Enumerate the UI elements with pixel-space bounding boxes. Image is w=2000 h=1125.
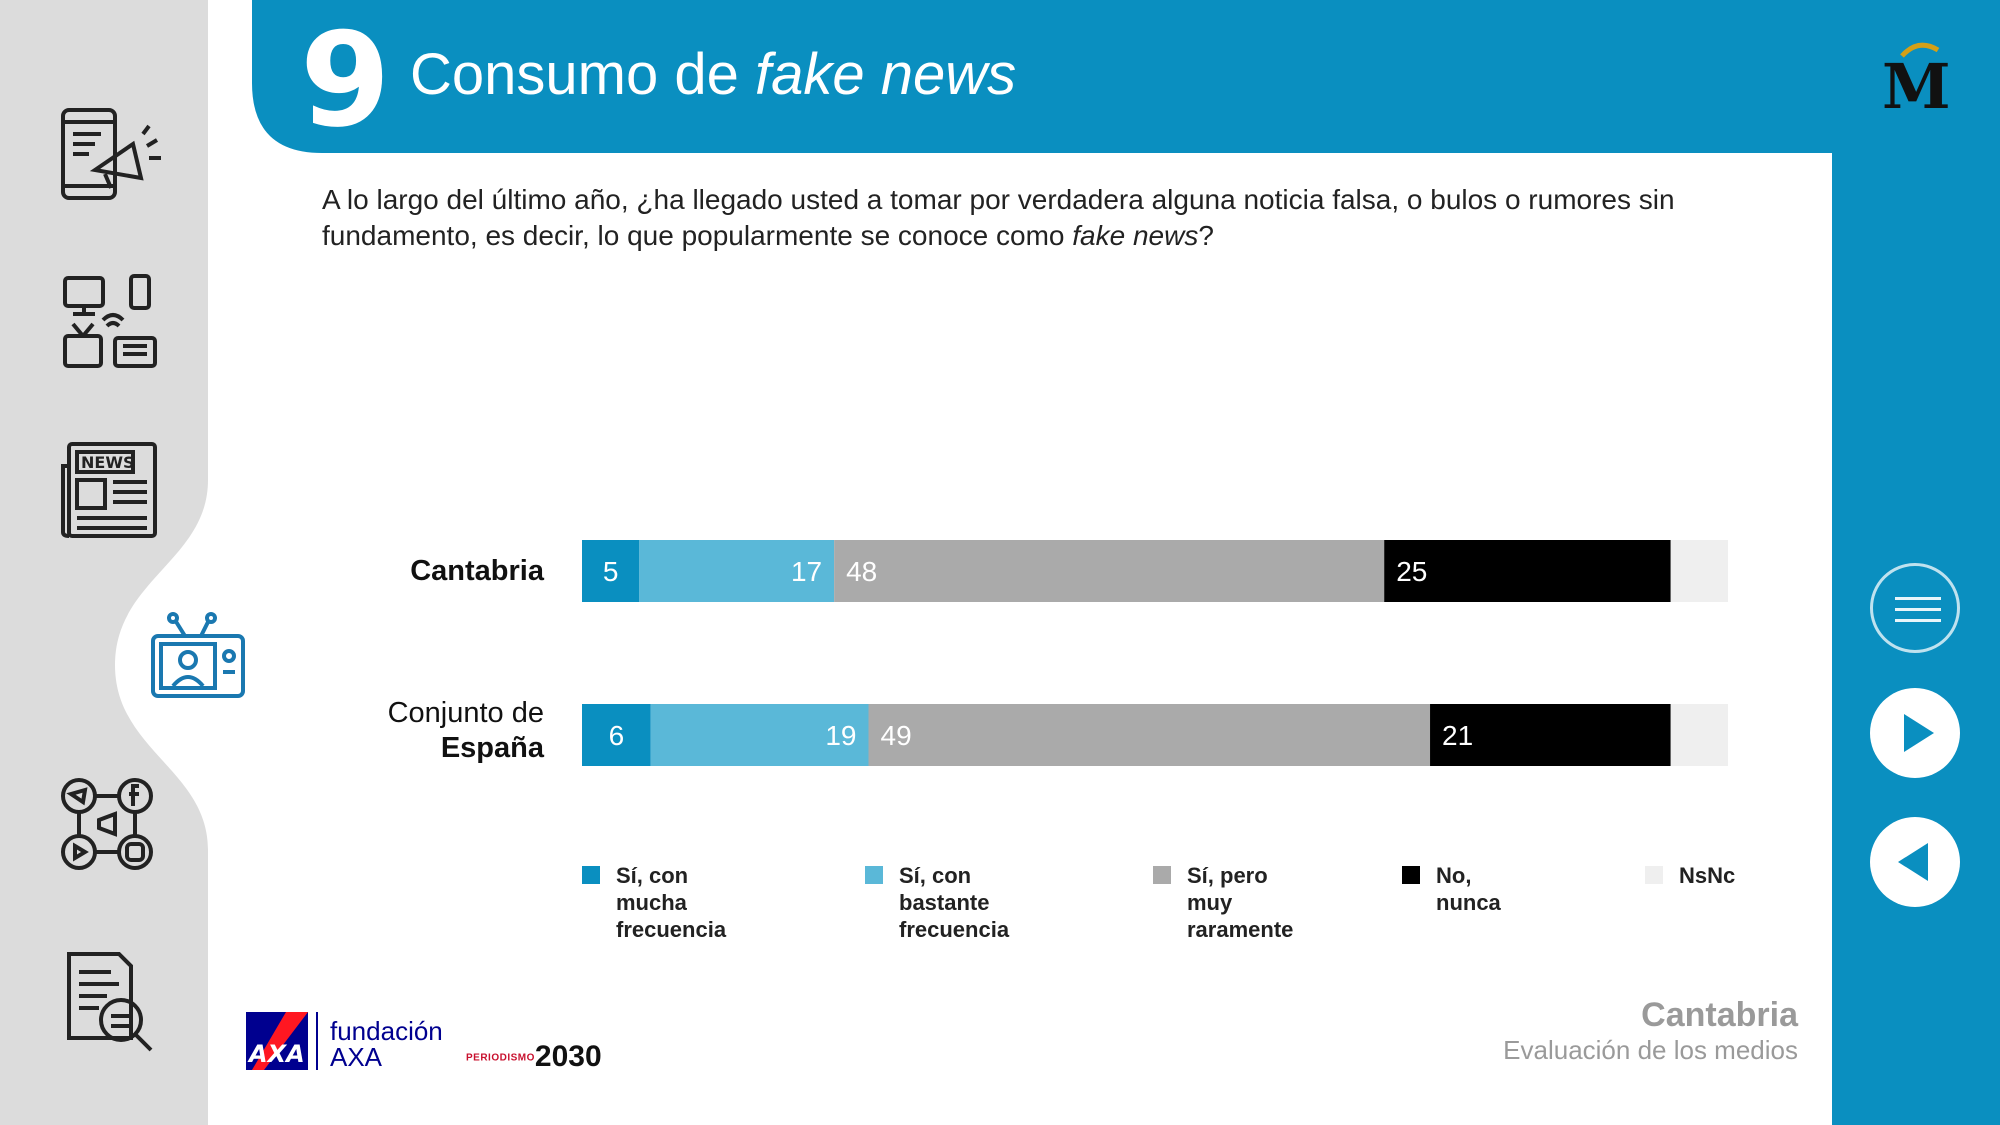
bar-segment [834,540,1385,602]
legend-label-line: frecuencia [899,917,1010,942]
legend-label-line: Sí, con bastante [899,863,990,915]
play-left-icon [1898,843,1928,881]
question-text-italic: fake news [1072,220,1199,251]
media-devices-icon[interactable] [55,268,165,378]
title-italic: fake news [754,42,1017,107]
legend-label-line: frecuencia [616,917,727,942]
row-label-cantabria: Cantabria [410,554,544,589]
newspaper-icon[interactable]: NEWS [55,436,165,546]
page-title: Consumo de fake news [410,40,1016,110]
legend-label-line: raramente [1187,917,1294,942]
axa-logo: AXA [246,1012,308,1070]
data-label: 5 [603,556,619,587]
menu-button[interactable] [1870,563,1960,653]
partner-divider [316,1012,318,1070]
partner-name: fundación AXA [330,1018,443,1070]
legend-label: NsNc [1679,862,1735,889]
legend-swatch [582,866,600,884]
bar-segment [1670,704,1728,766]
partner-name-line1: fundación [330,1016,443,1046]
legend-label-line: NsNc [1679,863,1736,888]
right-band [1832,0,2000,1125]
legend-label-line: No, nunca [1436,863,1501,915]
bar-segment [1670,540,1728,602]
legend-label: Sí, con mucha frecuencia [616,862,726,943]
social-media-icon[interactable] [55,770,165,880]
bar-segment [1430,704,1671,766]
legend-swatch [1402,866,1420,884]
axa-logo-text: AXA [247,1040,305,1068]
partner-name-line2: AXA [330,1042,383,1072]
brand-logo: M [1882,42,1951,116]
row-label-bold: España [440,732,544,764]
question-text-before: A lo largo del último año, ¿ha llegado u… [322,184,1675,251]
footer-region: Cantabria [1641,996,1798,1034]
play-right-icon [1904,714,1934,752]
data-label: 21 [1442,720,1473,751]
tv-presenter-icon[interactable] [145,606,255,716]
bar-segment [582,704,651,766]
phone-megaphone-icon[interactable] [55,100,165,210]
next-button[interactable] [1870,688,1960,778]
legend-swatch [865,866,883,884]
legend-swatch [1153,866,1171,884]
legend-label-line: Sí, con mucha [616,863,689,915]
menu-icon [1895,597,1941,600]
data-label: 48 [846,556,877,587]
bar-segment [582,540,640,602]
row-label-espana: Conjunto de España [324,696,544,766]
svg-text:NEWS: NEWS [81,453,135,472]
document-search-icon[interactable] [55,948,165,1058]
legend-label: Sí, con bastante frecuencia [899,862,1009,943]
data-label: 25 [1396,556,1427,587]
row-label-plain: Conjunto de [387,697,544,729]
data-label: 6 [609,720,625,751]
legend-label-line: Sí, pero muy [1187,863,1268,915]
header-bar [252,0,2000,153]
legend-swatch [1645,866,1663,884]
periodismo-small: PERIODISMO [466,1052,535,1064]
survey-question: A lo largo del último año, ¿ha llegado u… [322,182,1812,254]
brand-logo-letter: M [1882,50,1951,116]
slide-number: 9 [300,4,391,156]
bar-segment [1384,540,1671,602]
title-plain: Consumo de [410,42,755,107]
bar-segment [868,704,1431,766]
data-label: 49 [881,720,912,751]
periodismo-logo: PERIODISMO2030 [466,1040,602,1074]
periodismo-big: 2030 [534,1040,602,1073]
footer-subtitle: Evaluación de los medios [1503,1035,1798,1065]
data-label: 17 [791,556,822,587]
bar-segment [650,704,869,766]
data-label: 19 [825,720,856,751]
question-text-after: ? [1198,220,1214,251]
row-label-bold: Cantabria [410,555,544,587]
legend-label: No, nunca [1436,862,1501,916]
previous-button[interactable] [1870,817,1960,907]
bar-segment [639,540,835,602]
legend-label: Sí, pero muy raramente [1187,862,1293,943]
